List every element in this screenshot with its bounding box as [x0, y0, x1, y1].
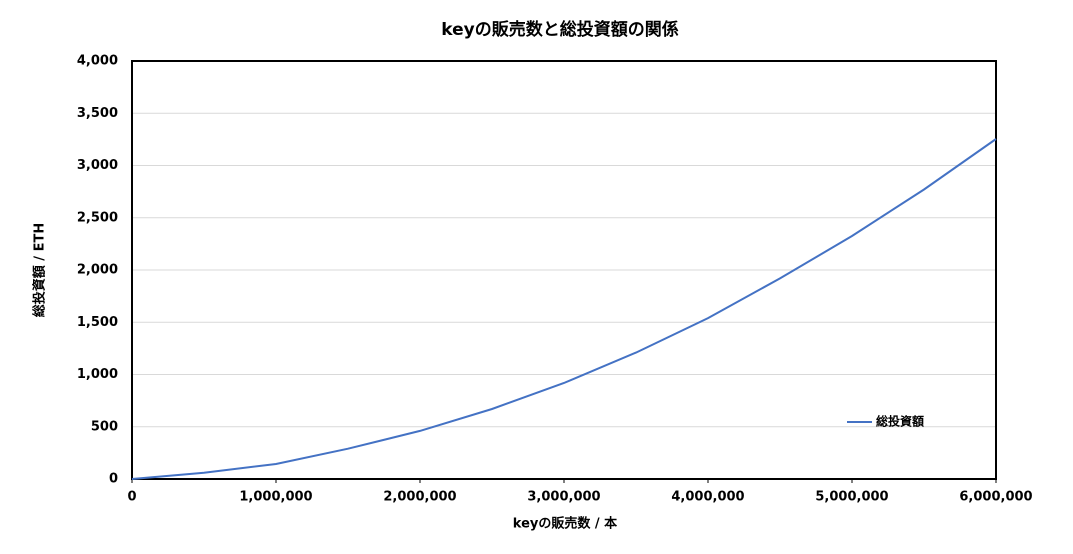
x-tick-label: 4,000,000 [671, 490, 744, 505]
x-tick-label: 3,000,000 [527, 490, 600, 505]
x-tick-label: 5,000,000 [815, 490, 888, 505]
y-tick-label: 2,000 [77, 263, 118, 278]
y-axis-label: 総投資額 / ETH [32, 223, 48, 317]
legend-label: 総投資額 [876, 414, 924, 429]
x-tick-label: 0 [127, 490, 136, 505]
y-tick-label: 1,000 [77, 367, 118, 382]
y-tick-label: 1,500 [77, 315, 118, 330]
x-tick-label: 6,000,000 [959, 490, 1032, 505]
y-tick-label: 3,000 [77, 158, 118, 173]
data-line [131, 138, 997, 480]
y-tick-label: 3,500 [77, 106, 118, 121]
y-tick-label: 2,500 [77, 210, 118, 225]
x-tick-label: 2,000,000 [383, 490, 456, 505]
y-tick-label: 500 [91, 419, 118, 434]
x-tick-label: 1,000,000 [239, 490, 312, 505]
chart-title: keyの販売数と総投資額の関係 [441, 19, 678, 40]
y-tick-label: 0 [109, 472, 118, 487]
y-tick-label: 4,000 [77, 54, 118, 69]
plot-border [131, 60, 997, 480]
x-axis-label: keyの販売数 / 本 [513, 516, 617, 532]
